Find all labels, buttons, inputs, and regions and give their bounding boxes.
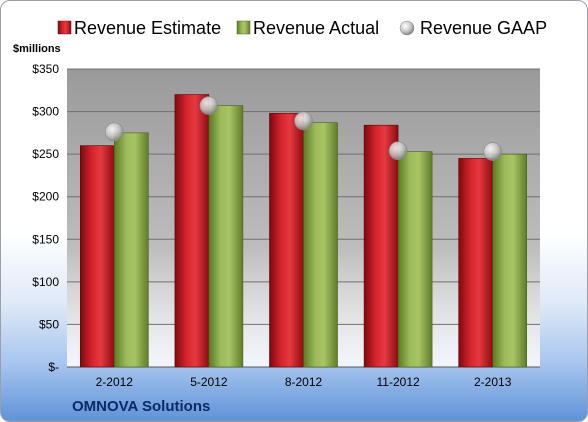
bar-revenue-estimate [80,145,115,368]
y-tick-label: $200 [32,190,59,204]
legend-label-gaap: Revenue GAAP [420,18,547,38]
x-tick-label: 2-2012 [96,375,134,389]
point-revenue-gaap [388,141,408,161]
y-tick-label: $150 [32,232,59,246]
legend-marker-gaap [399,20,415,36]
y-axis-unit-label: $millions [13,43,61,55]
bar-revenue-actual [303,122,338,368]
bar-revenue-actual [208,105,244,368]
legend-swatch-actual [236,20,251,35]
bar-revenue-actual [114,132,149,368]
bar-revenue-actual [492,153,528,368]
legend-swatch-estimate [57,20,72,35]
point-revenue-gaap [294,111,313,131]
legend-item-gaap: Revenue GAAP [399,18,547,38]
x-tick-label: 8-2012 [285,375,323,389]
company-name: OMNOVA Solutions [72,398,211,415]
y-tick-label: $250 [32,147,59,161]
legend-label-estimate: Revenue Estimate [74,18,221,38]
y-tick-label: $300 [32,105,59,119]
x-tick-label: 11-2012 [377,375,420,389]
bar-revenue-estimate [363,124,399,368]
legend: Revenue Estimate Revenue Actual Revenue … [57,18,547,38]
y-tick-label: $- [48,360,59,374]
legend-item-actual: Revenue Actual [236,18,379,38]
point-revenue-gaap [105,122,124,142]
point-revenue-gaap [199,96,219,115]
point-revenue-gaap [483,142,503,161]
y-axis-ticks: $- $50 $100 $150 $200 $250 $300 $350 [32,62,59,374]
x-tick-label: 2-2013 [474,375,512,389]
gaap-points [105,96,503,161]
legend-label-actual: Revenue Actual [253,18,379,38]
x-tick-label: 5-2012 [190,375,228,389]
bar-revenue-actual [397,151,433,368]
y-tick-label: $50 [39,317,59,331]
y-tick-label: $350 [32,62,59,76]
y-tick-label: $100 [32,275,59,289]
bar-revenue-estimate [458,158,494,368]
x-axis-ticks: 2-2012 5-2012 8-2012 11-2012 2-2013 [96,375,512,389]
bar-revenue-estimate [269,112,304,368]
bars [80,94,528,368]
legend-item-estimate: Revenue Estimate [57,18,221,38]
bar-revenue-estimate [174,94,210,368]
